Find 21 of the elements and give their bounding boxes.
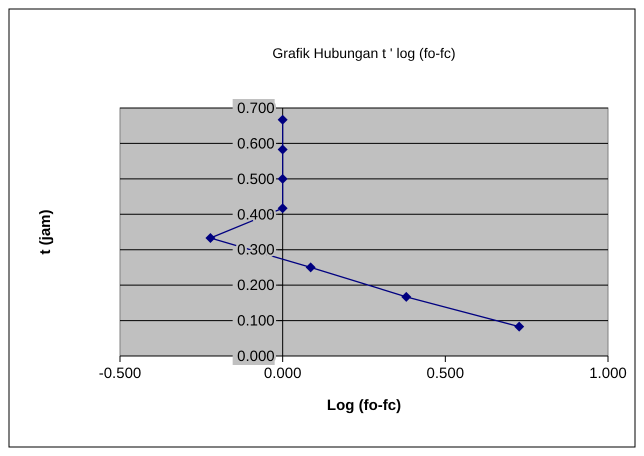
x-tick-label: 0.500	[426, 365, 464, 382]
point	[401, 292, 412, 302]
x-axis-title: Log (fo-fc)	[326, 397, 402, 414]
y-tick-label: 0.000	[237, 348, 275, 365]
point	[278, 114, 288, 125]
x-tick-label: 0.000	[264, 365, 302, 382]
point	[514, 322, 524, 332]
point	[306, 262, 316, 272]
point	[278, 144, 288, 154]
y-tick-label: 0.100	[237, 312, 275, 330]
point	[278, 174, 288, 184]
y-tick-label: 0.600	[237, 135, 275, 152]
chart-title: Grafik Hubungan t ' log (fo-fc)	[272, 45, 456, 61]
x-tick-label: -0.500	[98, 365, 142, 382]
y-tick-label: 0.500	[237, 170, 275, 188]
y-axis-title: t (jam)	[37, 209, 54, 254]
x-tick-label: 1.000	[589, 365, 627, 382]
point	[278, 203, 288, 214]
point	[205, 233, 216, 244]
y-tick-label: 0.200	[237, 277, 275, 294]
y-tick-label: 0.700	[237, 100, 275, 117]
